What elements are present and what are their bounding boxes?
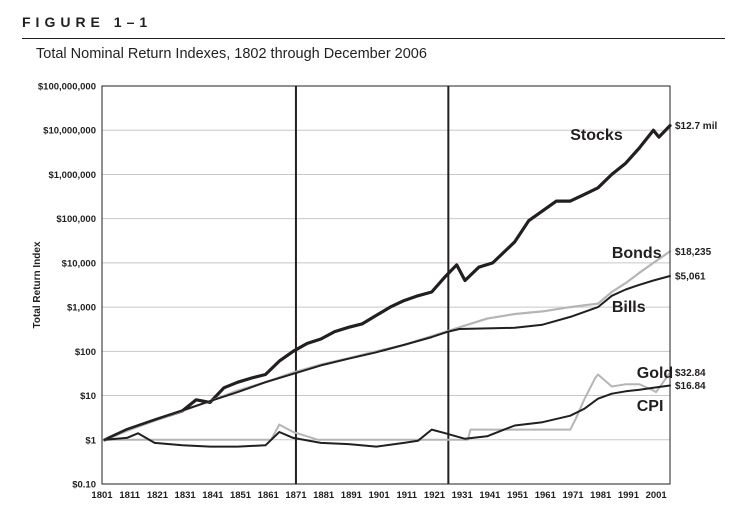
x-tick-label: 1811: [119, 490, 140, 501]
end-value-label-cpi: $16.84: [675, 381, 706, 392]
end-value-label-stocks: $12.7 mil: [675, 121, 717, 132]
series-label-stocks: Stocks: [570, 127, 623, 144]
series-label-bonds: Bonds: [612, 245, 662, 262]
x-tick-label: 1941: [479, 490, 501, 501]
x-tick-label: 1921: [424, 490, 446, 501]
y-tick-label: $10,000,000: [43, 126, 96, 137]
x-tick-label: 1821: [147, 490, 169, 501]
x-tick-label: 1831: [175, 490, 197, 501]
y-tick-label: $1: [85, 435, 96, 446]
x-tick-label: 1901: [369, 490, 391, 501]
plot-frame: [101, 85, 671, 485]
y-axis-label: Total Return Index: [32, 241, 43, 328]
y-tick-label: $1,000,000: [48, 170, 96, 181]
x-tick-label: 2001: [646, 490, 668, 501]
y-tick-label: $100,000: [56, 214, 96, 225]
x-tick-labels: 1801 1811 1821 1831 1841 1851 1861 1871 1881 1891…: [91, 490, 667, 501]
y-tick-label: $10,000: [62, 258, 96, 269]
x-tick-label: 1841: [202, 490, 224, 501]
x-tick-label: 1951: [507, 490, 529, 501]
series-label-cpi: CPI: [637, 398, 664, 415]
x-tick-label: 1851: [230, 490, 252, 501]
x-tick-label: 1801: [91, 490, 113, 501]
x-tick-label: 1991: [618, 490, 640, 501]
y-tick-label: $100,000,000: [38, 82, 96, 93]
x-tick-label: 1891: [341, 490, 363, 501]
y-tick-label: $10: [80, 391, 96, 402]
x-tick-label: 1971: [562, 490, 584, 501]
series-line-cpi: [103, 384, 671, 448]
end-value-label-bills: $5,061: [675, 271, 706, 282]
series-line-bonds: [103, 250, 672, 441]
vertical-markers: [294, 86, 450, 484]
end-value-label-gold: $32.84: [675, 368, 706, 379]
figure-label: FIGURE 1–1: [22, 14, 153, 30]
series-label-bills: Bills: [612, 299, 646, 316]
x-tick-label: 1981: [590, 490, 612, 501]
x-tick-label: 1881: [313, 490, 335, 501]
x-tick-label: 1871: [285, 490, 307, 501]
figure-title: Total Nominal Return Indexes, 1802 throu…: [36, 46, 427, 62]
x-tick-label: 1861: [258, 490, 280, 501]
series-line-bills: [103, 275, 671, 441]
x-tick-label: 1961: [535, 490, 557, 501]
series-labels: Stocks $12.7 mil Bonds $18,235 Bills $5,061 Go…: [570, 121, 717, 415]
x-tick-label: 1911: [396, 490, 417, 501]
y-tick-label: $1,000: [67, 303, 96, 314]
end-value-label-bonds: $18,235: [675, 247, 712, 258]
series-lines: [103, 123, 672, 448]
grid: [102, 85, 670, 485]
series-label-gold: Gold: [637, 365, 673, 382]
figure-rule: [22, 38, 725, 39]
y-tick-labels: $0.10 $1 $10 $100 $1,000 $10,000 $100,000 $1,00…: [38, 82, 97, 491]
series-line-stocks: [103, 123, 672, 442]
x-tick-label: 1931: [452, 490, 474, 501]
y-tick-label: $100: [75, 347, 96, 358]
y-tick-label: $0.10: [72, 480, 96, 491]
